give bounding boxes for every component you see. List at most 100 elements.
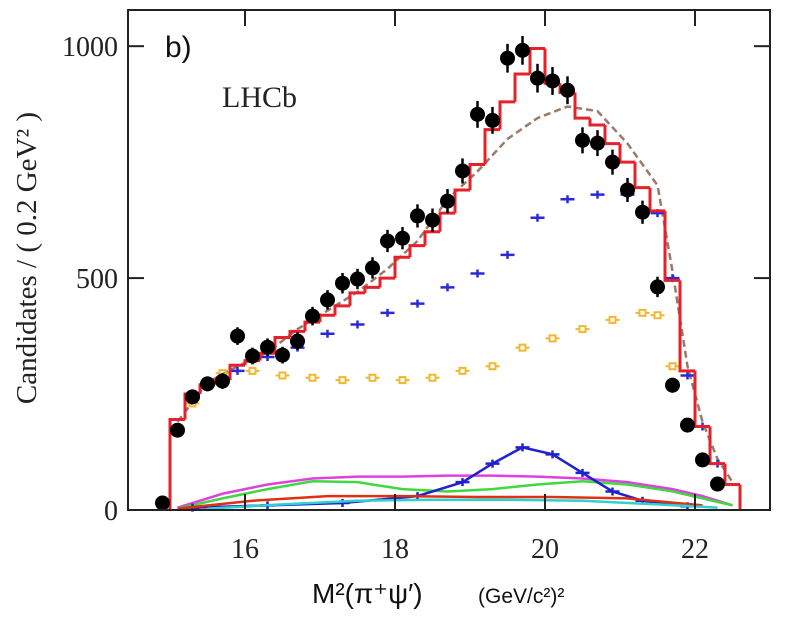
fit-step: [708, 426, 725, 466]
fit-step: [348, 291, 365, 306]
data-point: [275, 347, 290, 363]
y-tick-label: 0: [104, 496, 118, 527]
data-point: [680, 417, 695, 433]
component-curve: [192, 446, 688, 509]
fit-step: [483, 128, 500, 165]
panel-label: b): [165, 31, 192, 64]
plus-marker: [590, 190, 605, 199]
fit-step: [408, 244, 425, 258]
fit-step: [363, 285, 380, 293]
plus-marker: [470, 269, 485, 278]
data-point: [170, 422, 185, 438]
data-point: [650, 279, 665, 295]
square-marker: [515, 343, 530, 352]
fit-step: [318, 313, 335, 323]
data-point: [410, 208, 425, 224]
square-marker: [365, 373, 380, 382]
data-point: [335, 275, 350, 291]
data-point: [485, 112, 500, 128]
data-point: [470, 106, 485, 122]
data-point: [155, 495, 170, 511]
data-point: [320, 292, 335, 308]
plus-marker: [515, 443, 530, 452]
plus-marker: [500, 250, 515, 259]
y-axis-label: Candidates / ( 0.2 GeV² ): [11, 112, 43, 404]
data-point: [380, 233, 395, 249]
data-point: [305, 308, 320, 324]
square-marker: [335, 376, 350, 385]
plus-marker: [410, 299, 425, 308]
plus-marker: [530, 213, 545, 222]
data-point: [290, 333, 305, 349]
data-point: [695, 452, 710, 468]
plus-marker: [575, 468, 590, 477]
x-tick-label: 16: [231, 534, 259, 565]
plus-marker: [560, 195, 575, 204]
fit-step: [333, 304, 350, 316]
plus-marker: [230, 366, 245, 375]
fit-step: [573, 92, 590, 120]
data-point: [500, 50, 515, 66]
data-point: [665, 377, 680, 393]
fit-step: [723, 463, 740, 486]
fit-step: [693, 370, 710, 429]
square-marker: [605, 315, 620, 324]
fit-step: [603, 125, 620, 146]
data-point: [440, 193, 455, 209]
plus-marker: [320, 329, 335, 338]
data-point: [365, 260, 380, 276]
fit-step: [168, 418, 185, 510]
plus-marker: [485, 459, 500, 468]
data-point: [710, 476, 725, 492]
fit-step: [513, 72, 530, 102]
square-marker: [635, 308, 650, 317]
fit-step: [393, 255, 410, 279]
square-marker: [485, 362, 500, 371]
fit-step: [438, 211, 455, 232]
data-point: [455, 163, 470, 179]
fit-step: [453, 188, 470, 214]
data-point: [590, 135, 605, 151]
x-axis-unit: (GeV/c²)²: [478, 585, 564, 608]
fit-step: [228, 363, 245, 381]
data-point: [425, 212, 440, 228]
fit-step: [648, 187, 665, 213]
data-point: [350, 271, 365, 287]
plus-marker: [440, 283, 455, 292]
fit-step: [288, 329, 305, 338]
data-point: [515, 42, 530, 58]
plot-frame: [127, 9, 771, 511]
plus-marker: [545, 450, 560, 459]
data-point: [245, 348, 260, 364]
data-point: [260, 339, 275, 355]
square-marker: [575, 325, 590, 334]
fit-step: [273, 335, 290, 354]
data-point: [545, 73, 560, 89]
data-point: [560, 82, 575, 98]
plot-area: [155, 35, 742, 512]
plus-marker: [605, 487, 620, 496]
fit-step: [678, 280, 695, 373]
fit-step: [633, 162, 650, 190]
x-tick-label: 20: [531, 534, 559, 565]
square-marker: [305, 373, 320, 382]
data-point: [200, 376, 215, 392]
fit-step: [588, 118, 605, 127]
data-point: [605, 154, 620, 170]
fit-step: [423, 230, 440, 246]
plus-marker: [455, 478, 470, 487]
data-point: [575, 132, 590, 148]
data-point: [620, 182, 635, 198]
plus-marker: [680, 371, 695, 380]
square-marker: [245, 366, 260, 375]
data-point: [635, 204, 650, 220]
component-curve: [177, 474, 733, 509]
square-marker: [425, 373, 440, 382]
square-marker: [395, 376, 410, 385]
x-tick-label: 18: [381, 534, 409, 565]
x-axis-label: M²(π⁺ψ′): [312, 578, 423, 609]
square-marker: [455, 366, 470, 375]
x-tick-label: 22: [681, 534, 709, 565]
